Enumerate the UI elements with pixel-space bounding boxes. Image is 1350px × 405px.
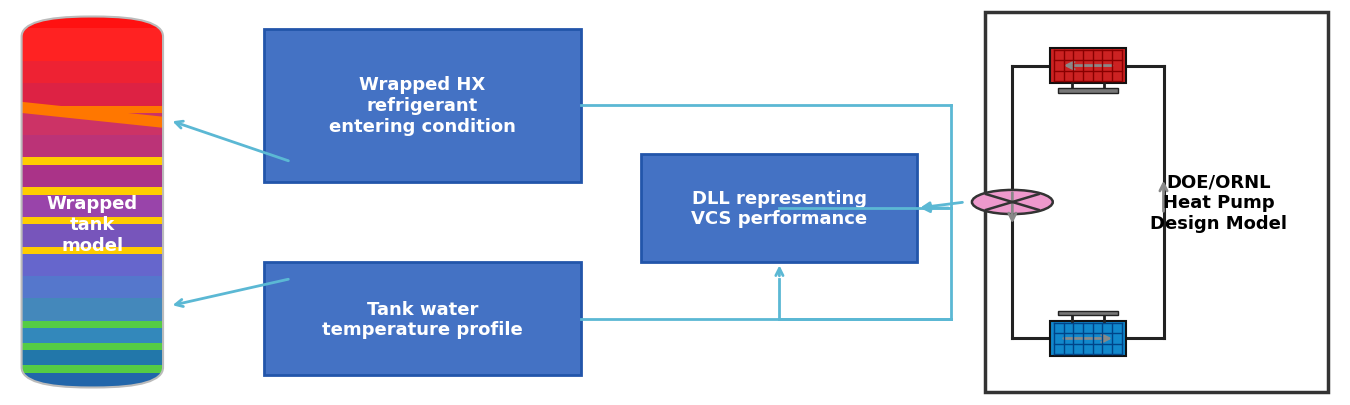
Bar xyxy=(22,62,163,84)
Bar xyxy=(22,136,163,158)
FancyBboxPatch shape xyxy=(265,263,580,375)
Text: Wrapped
tank
model: Wrapped tank model xyxy=(47,195,138,254)
Bar xyxy=(22,343,163,350)
Text: Tank water
temperature profile: Tank water temperature profile xyxy=(323,300,522,339)
Bar xyxy=(22,17,163,29)
Bar xyxy=(22,299,163,321)
Bar xyxy=(22,106,163,114)
Text: DLL representing
VCS performance: DLL representing VCS performance xyxy=(691,189,868,228)
FancyBboxPatch shape xyxy=(641,154,918,263)
Bar xyxy=(22,188,163,195)
Bar xyxy=(22,365,163,373)
Bar xyxy=(22,328,163,343)
Bar xyxy=(22,166,163,188)
Bar xyxy=(22,84,163,106)
FancyBboxPatch shape xyxy=(1050,322,1126,356)
Text: Wrapped HX
refrigerant
entering condition: Wrapped HX refrigerant entering conditio… xyxy=(329,76,516,136)
Bar xyxy=(22,247,163,254)
FancyBboxPatch shape xyxy=(986,13,1328,392)
Bar xyxy=(1058,89,1118,94)
Bar xyxy=(22,29,163,40)
Bar xyxy=(22,373,163,388)
Bar xyxy=(22,321,163,328)
Bar xyxy=(22,225,163,247)
Bar xyxy=(22,158,163,166)
Polygon shape xyxy=(22,102,163,128)
Bar xyxy=(1058,311,1118,315)
FancyBboxPatch shape xyxy=(1050,49,1126,83)
Bar xyxy=(22,40,163,62)
Circle shape xyxy=(972,190,1053,215)
FancyBboxPatch shape xyxy=(265,30,580,182)
Bar xyxy=(22,114,163,136)
Bar xyxy=(22,195,163,217)
Bar xyxy=(22,350,163,365)
Bar xyxy=(22,277,163,299)
Bar xyxy=(22,217,163,225)
Bar xyxy=(22,254,163,277)
FancyBboxPatch shape xyxy=(22,17,163,388)
Text: DOE/ORNL
Heat Pump
Design Model: DOE/ORNL Heat Pump Design Model xyxy=(1150,173,1287,232)
